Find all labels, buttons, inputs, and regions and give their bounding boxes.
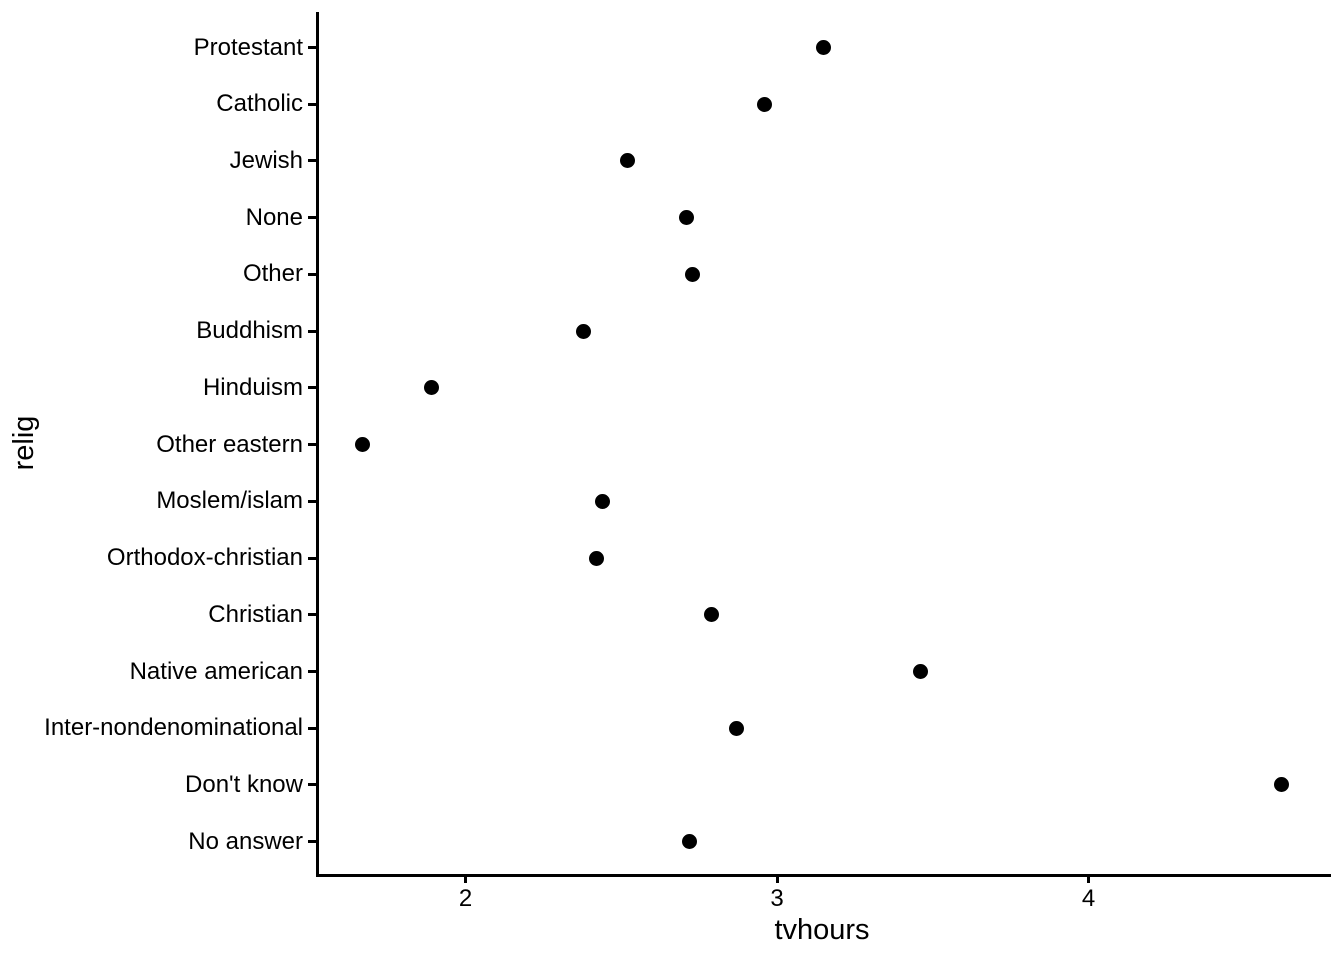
y-axis-line — [315, 12, 319, 877]
y-axis-label: Don't know — [185, 770, 303, 798]
x-axis-tick-label: 2 — [458, 885, 473, 912]
y-axis-label: Hinduism — [202, 373, 303, 401]
data-point — [1274, 777, 1290, 793]
y-tick — [308, 670, 316, 674]
y-tick — [308, 613, 316, 617]
x-tick — [1087, 877, 1090, 883]
y-axis-label: None — [245, 203, 303, 231]
y-axis-title: relig — [8, 415, 40, 471]
y-tick — [308, 216, 316, 220]
y-axis-label: Catholic — [216, 90, 303, 118]
y-axis-label: Other — [242, 260, 303, 288]
data-point — [679, 210, 695, 226]
data-point — [704, 607, 720, 623]
data-point — [595, 493, 611, 509]
y-tick — [308, 46, 316, 49]
x-tick — [464, 877, 467, 883]
data-point — [816, 40, 832, 55]
y-axis-label: Inter-nondenominational — [44, 714, 303, 742]
data-point — [423, 380, 439, 396]
x-axis-line — [315, 874, 1331, 877]
y-axis-label: Jewish — [229, 146, 303, 174]
y-tick — [308, 443, 316, 447]
y-tick — [308, 556, 316, 560]
data-point — [619, 153, 635, 169]
y-tick — [308, 783, 316, 787]
y-tick — [308, 272, 316, 276]
y-tick — [308, 159, 316, 163]
data-point — [588, 550, 604, 566]
y-axis-label: Christian — [208, 600, 303, 628]
y-tick — [308, 386, 316, 390]
data-point — [757, 96, 773, 112]
y-axis-label: Moslem/islam — [156, 487, 303, 515]
data-point — [685, 266, 701, 282]
y-tick — [308, 499, 316, 503]
data-point — [912, 664, 928, 680]
y-axis-label: Orthodox-christian — [106, 544, 303, 572]
x-axis-tick-label: 4 — [1081, 885, 1096, 912]
y-axis-label: Other eastern — [156, 430, 303, 458]
y-tick — [308, 726, 316, 730]
x-tick — [775, 877, 779, 883]
y-axis-label: Native american — [129, 657, 303, 685]
data-point — [729, 720, 744, 736]
y-axis-label: No answer — [188, 827, 303, 855]
y-tick — [308, 329, 316, 333]
x-axis-title: tvhours — [774, 914, 870, 946]
data-point — [576, 323, 592, 339]
y-tick — [308, 102, 316, 106]
data-point — [682, 834, 698, 850]
data-point — [355, 437, 371, 453]
x-axis-tick-label: 3 — [770, 885, 784, 912]
y-axis-label: Protestant — [193, 33, 303, 61]
y-axis-label: Buddhism — [196, 317, 303, 345]
y-tick — [308, 840, 316, 844]
